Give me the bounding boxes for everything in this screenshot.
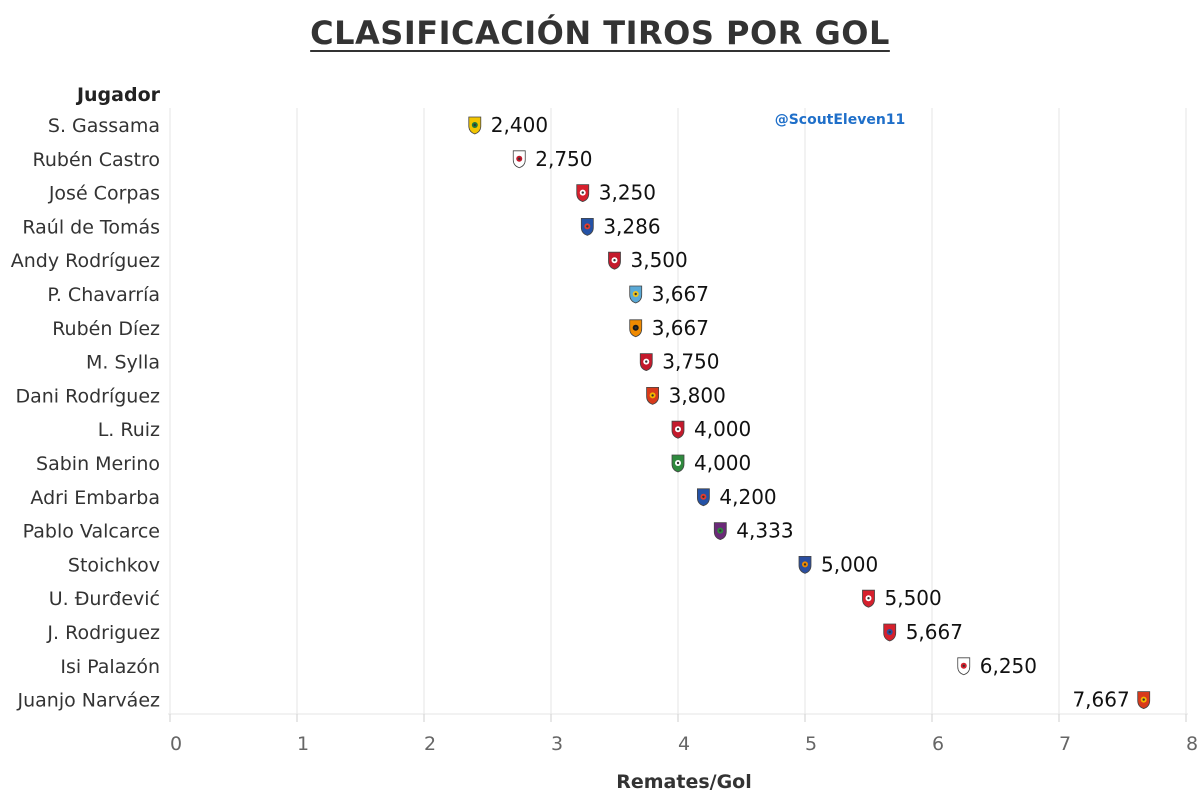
grid-lines bbox=[169, 108, 1187, 714]
data-label: 4,000 bbox=[694, 417, 751, 441]
table-row: S. Gassama 2,400 bbox=[48, 113, 548, 137]
x-tick-label: 5 bbox=[805, 733, 817, 755]
data-point bbox=[586, 225, 589, 228]
data-label: 3,250 bbox=[599, 181, 656, 205]
data-label: 3,667 bbox=[652, 316, 709, 340]
data-label: 2,400 bbox=[491, 113, 548, 137]
player-name: Sabin Merino bbox=[36, 453, 160, 475]
x-tick-label: 0 bbox=[170, 733, 182, 755]
x-axis-title: Remates/Gol bbox=[616, 771, 752, 793]
data-point bbox=[581, 191, 584, 194]
data-label: 5,667 bbox=[906, 620, 963, 644]
data-label: 3,286 bbox=[603, 214, 660, 238]
data-point bbox=[702, 495, 705, 498]
player-name: P. Chavarría bbox=[47, 284, 160, 306]
player-name: Raúl de Tomás bbox=[22, 216, 160, 238]
player-name: S. Gassama bbox=[48, 115, 160, 137]
table-row: M. Sylla 3,750 bbox=[86, 350, 720, 374]
x-tick-label: 7 bbox=[1059, 733, 1071, 755]
data-label: 6,250 bbox=[980, 654, 1037, 678]
player-name: Rubén Díez bbox=[52, 318, 160, 340]
data-point bbox=[634, 326, 637, 329]
rows-layer: S. Gassama 2,400 Rubén Castro 2,750 José Cor… bbox=[11, 113, 1151, 712]
data-label: 3,750 bbox=[662, 350, 719, 374]
table-row: P. Chavarría 3,667 bbox=[47, 282, 709, 306]
x-tick-label: 3 bbox=[551, 733, 563, 755]
x-tick-label: 4 bbox=[678, 733, 690, 755]
data-label: 4,000 bbox=[694, 451, 751, 475]
data-label: 2,750 bbox=[535, 147, 592, 171]
player-name: U. Đurđević bbox=[49, 588, 160, 610]
row-header: Jugador bbox=[75, 84, 161, 106]
data-label: 5,000 bbox=[821, 552, 878, 576]
data-point bbox=[645, 360, 648, 363]
data-point bbox=[473, 123, 476, 127]
data-point bbox=[634, 292, 637, 296]
data-label: 4,333 bbox=[736, 519, 793, 543]
table-row: Dani Rodríguez 3,800 bbox=[15, 383, 725, 407]
table-row: J. Rodriguez 5,667 bbox=[46, 620, 963, 644]
player-name: Andy Rodríguez bbox=[11, 250, 160, 272]
data-point bbox=[867, 597, 870, 600]
table-row: Stoichkov 5,000 bbox=[68, 552, 878, 576]
table-row: Isi Palazón 6,250 bbox=[60, 654, 1037, 678]
x-tick-label: 1 bbox=[297, 733, 309, 755]
player-name: Stoichkov bbox=[68, 554, 160, 576]
player-name: Adri Embarba bbox=[30, 487, 160, 509]
x-tick-label: 8 bbox=[1186, 733, 1198, 755]
data-point bbox=[676, 428, 680, 431]
table-row: Adri Embarba 4,200 bbox=[30, 485, 776, 509]
data-point bbox=[518, 157, 521, 160]
data-label: 3,667 bbox=[652, 282, 709, 306]
player-name: M. Sylla bbox=[86, 352, 160, 374]
player-name: Pablo Valcarce bbox=[23, 521, 160, 543]
x-tick-label: 6 bbox=[932, 733, 944, 755]
data-point bbox=[803, 563, 807, 566]
data-point bbox=[651, 394, 654, 397]
x-ticks: 0 1 2 3 4 5 6 7 8 bbox=[169, 714, 1198, 755]
data-point bbox=[888, 630, 891, 634]
player-name: J. Rodriguez bbox=[46, 622, 160, 644]
table-row: Pablo Valcarce 4,333 bbox=[23, 519, 794, 543]
table-row: José Corpas 3,250 bbox=[48, 181, 656, 205]
data-label: 3,800 bbox=[669, 383, 726, 407]
player-name: Dani Rodríguez bbox=[15, 385, 160, 407]
data-label: 3,500 bbox=[631, 248, 688, 272]
table-row: U. Đurđević 5,500 bbox=[49, 586, 942, 610]
data-point bbox=[719, 529, 722, 532]
data-label: 7,667 bbox=[1072, 688, 1129, 712]
data-point bbox=[613, 259, 616, 262]
data-label: 5,500 bbox=[885, 586, 942, 610]
player-name: Juanjo Narváez bbox=[17, 690, 161, 712]
watermark-handle: @ScoutEleven11 bbox=[775, 112, 906, 128]
player-name: Rubén Castro bbox=[33, 149, 161, 171]
table-row: Juanjo Narváez 7,667 bbox=[17, 688, 1151, 712]
data-label: 4,200 bbox=[719, 485, 776, 509]
player-name: Isi Palazón bbox=[60, 656, 160, 678]
player-name: L. Ruiz bbox=[98, 419, 160, 441]
table-row: L. Ruiz 4,000 bbox=[98, 417, 752, 441]
table-row: Andy Rodríguez 3,500 bbox=[11, 248, 688, 272]
player-name: José Corpas bbox=[48, 183, 160, 205]
data-point bbox=[1142, 698, 1145, 701]
table-row: Raúl de Tomás 3,286 bbox=[22, 214, 660, 238]
data-point bbox=[676, 461, 680, 465]
table-row: Sabin Merino 4,000 bbox=[36, 451, 751, 475]
table-row: Rubén Díez 3,667 bbox=[52, 316, 709, 340]
data-point bbox=[962, 664, 965, 667]
table-row: Rubén Castro 2,750 bbox=[33, 147, 593, 171]
chart-title: CLASIFICACIÓN TIROS POR GOL bbox=[310, 14, 890, 52]
x-tick-label: 2 bbox=[424, 733, 436, 755]
